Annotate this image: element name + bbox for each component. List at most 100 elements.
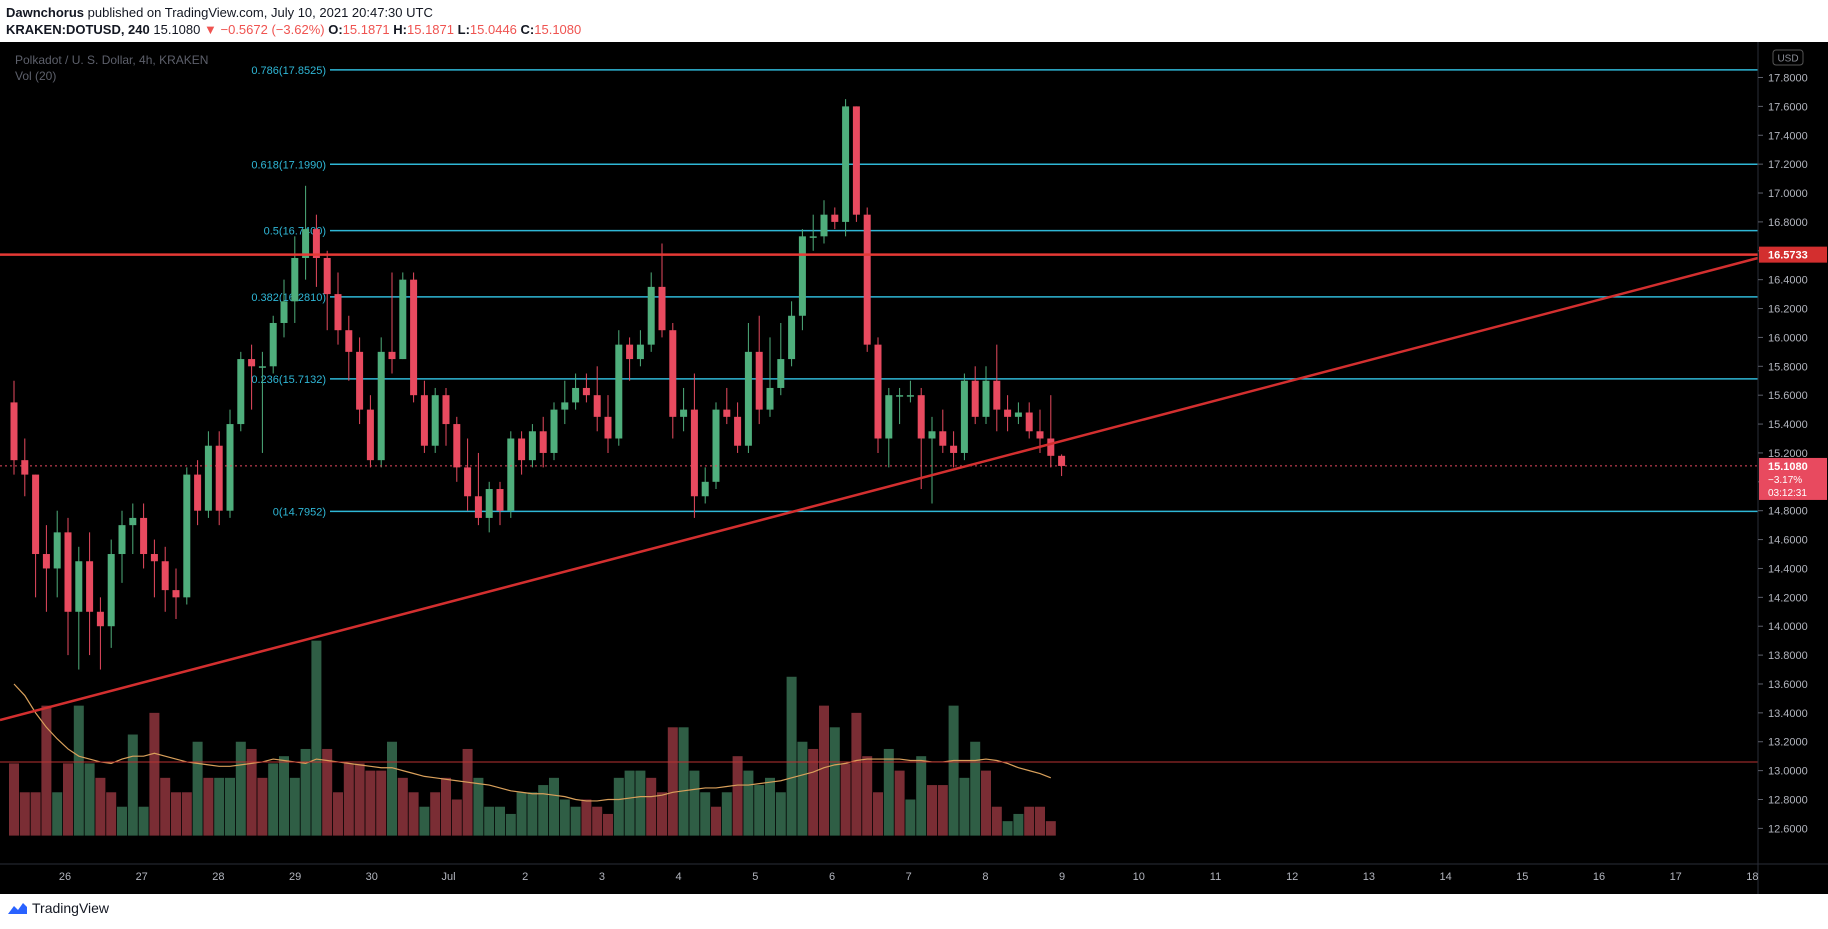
published-text: published on TradingView.com, July 10, 2… bbox=[87, 5, 433, 20]
price-tick-label: 15.6000 bbox=[1768, 390, 1808, 402]
volume-legend: Vol (20) bbox=[15, 69, 56, 83]
candle bbox=[917, 387, 925, 490]
volume-bar bbox=[289, 777, 300, 836]
tradingview-logo[interactable]: TradingView bbox=[6, 900, 109, 916]
open-value: 15.1871 bbox=[342, 22, 390, 37]
candle-body bbox=[226, 424, 234, 511]
candle bbox=[593, 366, 601, 432]
high-label: H: bbox=[393, 22, 407, 37]
symbol-info: KRAKEN:DOTUSD, 240 15.1080 ▼ −0.5672 (−3… bbox=[6, 22, 581, 37]
candle bbox=[96, 597, 104, 670]
time-tick-label: 13 bbox=[1363, 871, 1375, 883]
candle-body bbox=[723, 409, 731, 417]
candle-body bbox=[615, 344, 623, 439]
fib-level-label: 0.236(15.7132) bbox=[251, 374, 326, 386]
candle bbox=[993, 344, 1001, 432]
candle-body bbox=[75, 561, 83, 612]
candle bbox=[507, 431, 515, 518]
candle-body bbox=[885, 395, 893, 439]
candle bbox=[442, 387, 450, 446]
volume-bar bbox=[851, 712, 862, 836]
candle bbox=[1058, 454, 1066, 477]
volume-bar bbox=[171, 792, 181, 836]
volume-bar bbox=[41, 705, 52, 836]
volume-bar bbox=[689, 770, 700, 836]
price-tick-label: 15.8000 bbox=[1768, 361, 1808, 373]
volume-bar bbox=[376, 770, 387, 836]
candle bbox=[798, 229, 806, 331]
price-chart[interactable]: 0.786(17.8525) 0.618(17.1990) 0.5(16.7400)… bbox=[0, 42, 1828, 894]
price-tick-label: 16.8000 bbox=[1768, 217, 1808, 229]
volume-bar bbox=[73, 705, 84, 836]
price-tick-label: 13.4000 bbox=[1768, 708, 1808, 720]
candle bbox=[582, 373, 590, 403]
resistance-price-label: 16.5733 bbox=[1759, 246, 1827, 263]
time-tick-label: 6 bbox=[829, 871, 835, 883]
fib-level-label: 0.5(16.7400) bbox=[264, 226, 326, 238]
volume-bar bbox=[1045, 821, 1056, 836]
volume-bar bbox=[257, 777, 268, 836]
fib-level-label: 0.786(17.8525) bbox=[251, 65, 326, 77]
candle bbox=[928, 416, 936, 504]
candle-body bbox=[140, 517, 148, 555]
candle-body bbox=[107, 554, 115, 627]
candle-body bbox=[550, 409, 558, 453]
chart-frame[interactable]: 0.786(17.8525) 0.618(17.1990) 0.5(16.7400)… bbox=[0, 42, 1828, 894]
time-tick-label: 17 bbox=[1670, 871, 1682, 883]
candle bbox=[831, 207, 839, 230]
candle bbox=[269, 315, 277, 374]
candle bbox=[842, 99, 850, 237]
candle-body bbox=[1047, 438, 1055, 456]
volume-bar bbox=[127, 734, 138, 836]
volume-bar bbox=[840, 763, 851, 836]
candle-body bbox=[204, 445, 212, 511]
volume-bar bbox=[948, 705, 959, 836]
time-tick-label: 18 bbox=[1746, 871, 1758, 883]
volume-bar bbox=[1002, 821, 1013, 836]
candle bbox=[140, 503, 148, 569]
resistance-label-bg bbox=[1759, 246, 1827, 263]
candle bbox=[161, 546, 169, 612]
candle bbox=[572, 373, 580, 410]
time-tick-label: 3 bbox=[599, 871, 605, 883]
candle-body bbox=[356, 351, 364, 410]
candle-body bbox=[960, 380, 968, 453]
volume-bar bbox=[732, 756, 743, 836]
candle-body bbox=[96, 611, 104, 627]
candle bbox=[885, 387, 893, 468]
volume-bar bbox=[829, 727, 840, 836]
candle bbox=[734, 402, 742, 453]
symbol: KRAKEN:DOTUSD, 240 bbox=[6, 22, 150, 37]
candle-body bbox=[518, 438, 526, 461]
volume-bar bbox=[883, 748, 894, 836]
candle-body bbox=[993, 380, 1001, 410]
candle-body bbox=[334, 294, 342, 331]
chart-title: Polkadot / U. S. Dollar, 4h, KRAKEN bbox=[15, 53, 208, 67]
tradingview-cloud-icon bbox=[8, 903, 27, 914]
open-label: O: bbox=[328, 22, 343, 37]
volume-bar bbox=[408, 792, 419, 836]
candle bbox=[809, 214, 817, 251]
currency-badge[interactable]: USD bbox=[1772, 49, 1804, 66]
candle-body bbox=[215, 445, 223, 511]
time-tick-label: 26 bbox=[59, 871, 71, 883]
volume-bar bbox=[970, 741, 981, 836]
volume-bar bbox=[603, 813, 613, 836]
candle-body bbox=[237, 359, 245, 425]
brand-name: TradingView bbox=[32, 900, 110, 916]
candle-body bbox=[582, 387, 590, 396]
volume-bar bbox=[538, 785, 549, 836]
candle-body bbox=[86, 561, 94, 612]
candle bbox=[1014, 402, 1022, 425]
candle-body bbox=[431, 395, 439, 446]
volume-bar bbox=[657, 792, 667, 836]
volume-bar bbox=[451, 799, 462, 836]
candle bbox=[604, 395, 612, 453]
price-tick-label: 17.6000 bbox=[1768, 101, 1808, 113]
candle-body bbox=[636, 344, 644, 360]
volume-bar bbox=[225, 777, 235, 836]
volume-bar bbox=[246, 748, 257, 836]
last-price-label: 15.1080 −3.17% 03:12:31 bbox=[1759, 457, 1827, 500]
time-tick-label: 12 bbox=[1286, 871, 1298, 883]
candle bbox=[1004, 395, 1012, 432]
